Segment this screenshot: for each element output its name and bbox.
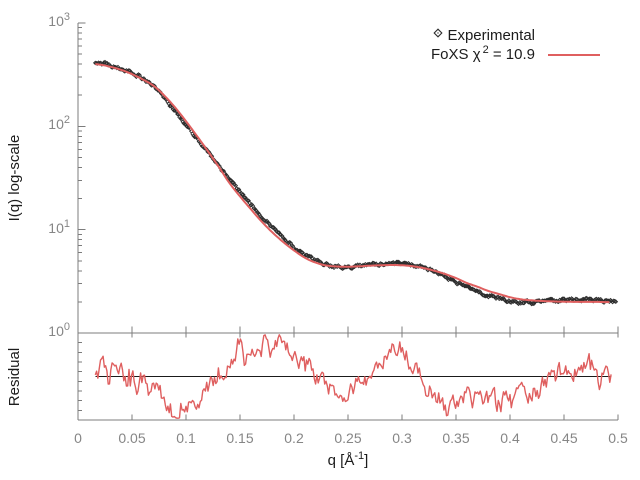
diamond-marker-icon bbox=[433, 28, 443, 38]
y-tick-exponent: 3 bbox=[63, 11, 70, 23]
x-tick-label: 0.5 bbox=[608, 430, 628, 446]
legend-entry-experimental: Experimental bbox=[431, 26, 613, 45]
x-axis-title: q [Å-1] bbox=[268, 450, 428, 469]
x-tick-label: 0 bbox=[74, 430, 82, 446]
axis-frame bbox=[77, 23, 618, 421]
legend-fit-swatch-cell bbox=[535, 53, 613, 56]
y-tick-exponent: 0 bbox=[63, 321, 70, 333]
legend-fit-label-prefix: FoXS χ bbox=[431, 46, 481, 63]
foxs-fit-line bbox=[95, 63, 610, 304]
y-tick-base: 10 bbox=[48, 116, 64, 133]
x-tick-label: 0.4 bbox=[500, 430, 520, 446]
x-tick-label: 0.25 bbox=[334, 430, 362, 446]
x-tick-label: 0.45 bbox=[550, 430, 578, 446]
x-tick-label: 0.05 bbox=[118, 430, 146, 446]
y-tick-base: 10 bbox=[48, 219, 64, 236]
y-axis-title-residual: Residual bbox=[6, 347, 23, 407]
y-tick-exponent: 2 bbox=[63, 114, 70, 127]
y-tick-label: 100 bbox=[28, 321, 70, 341]
x-axis-title-suffix: ] bbox=[364, 452, 369, 469]
y-tick-label: 103 bbox=[28, 11, 70, 31]
y-tick-base: 10 bbox=[48, 13, 64, 29]
legend-fit-label-sup: 2 bbox=[482, 44, 489, 56]
fit-line-swatch bbox=[548, 53, 600, 56]
y-axis-title-main: I(q) log-scale bbox=[6, 134, 23, 222]
x-tick-label: 0.2 bbox=[284, 430, 304, 446]
x-tick-label: 0.3 bbox=[392, 430, 412, 446]
x-axis-title-sup: -1 bbox=[354, 450, 365, 462]
residual-curve bbox=[94, 334, 612, 419]
x-tick-label: 0.35 bbox=[442, 430, 470, 446]
legend-experimental-label: Experimental bbox=[447, 27, 535, 44]
y-tick-base: 10 bbox=[48, 323, 64, 339]
x-tick-label: 0.1 bbox=[176, 430, 196, 446]
x-axis-title-prefix: q [Å bbox=[327, 452, 355, 469]
y-tick-label: 102 bbox=[28, 114, 70, 134]
legend-fit-label-suffix: = 10.9 bbox=[488, 46, 535, 63]
y-tick-exponent: 1 bbox=[63, 217, 70, 230]
experimental-points bbox=[92, 59, 619, 307]
y-tick-label: 101 bbox=[28, 217, 70, 238]
tick-marks bbox=[77, 22, 619, 420]
x-tick-label: 0.15 bbox=[226, 430, 254, 446]
